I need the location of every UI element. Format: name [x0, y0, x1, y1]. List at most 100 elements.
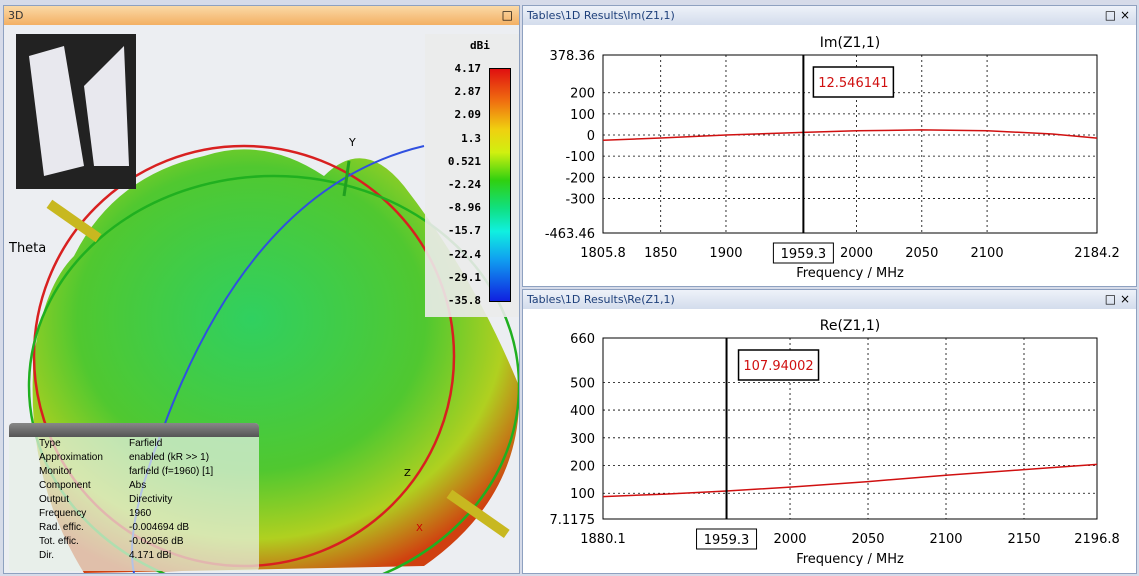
info-row: Tot. effic. -0.02056 dB [9, 535, 259, 549]
legend-tick: 0.521 [447, 154, 481, 168]
x-axis-label: Frequency / MHz [796, 552, 904, 567]
legend-tick: -35.8 [447, 294, 481, 307]
y-tick-label: -463.46 [545, 227, 595, 242]
x-tick-label: 2000 [840, 246, 873, 261]
info-value: -0.004694 dB [129, 522, 190, 533]
3d-panel-header: 3D □ [4, 6, 519, 25]
info-row: Component Abs [9, 479, 259, 493]
x-tick-label: 2050 [905, 246, 938, 261]
marker-value-box [737, 349, 820, 381]
y-tick-label: 100 [570, 108, 595, 123]
y-tick-label: 7.1175 [550, 513, 596, 528]
axis-probe-lower [446, 489, 510, 539]
legend-tick: 4.17 [454, 62, 482, 75]
maximize-button[interactable]: □ [1104, 292, 1117, 306]
info-value: farfield (f=1960) [1] [129, 466, 214, 477]
legend-tick: 2.87 [454, 85, 482, 99]
info-row: Approximation enabled (kR >> 1) [9, 451, 259, 465]
legend-unit: dBi [470, 39, 490, 52]
marker-value-label: 107.94002 [743, 359, 813, 374]
legend-tick: -29.1 [447, 270, 481, 284]
x-axis-label: X [416, 523, 423, 534]
z-axis-label: Z [404, 468, 411, 479]
3d-view-panel: 3D □ Y Theta Z X dBi 4.17 2.87 2.09 1.3 0.521… [3, 5, 520, 574]
info-key: Approximation [39, 452, 103, 463]
info-key: Frequency [39, 508, 87, 519]
equator-circle [27, 174, 519, 573]
data-curve [602, 463, 1098, 498]
data-curve [602, 129, 1098, 142]
y-axis-arrow [342, 160, 351, 197]
theta-label: Theta [8, 241, 46, 256]
im-z-chart[interactable]: Im(Z1,1) 378.36 200 100 0 -100 -200 -300 -463.46… [523, 26, 1136, 286]
info-key: Type [39, 438, 61, 449]
marker-value-box [812, 66, 895, 98]
marker-x-label: 1959.3 [704, 533, 750, 548]
marker-x-label: 1959.3 [781, 247, 827, 262]
info-key: Output [39, 494, 70, 505]
maximize-button[interactable]: □ [1104, 8, 1117, 22]
antenna-model [29, 46, 129, 176]
x-axis-label: Frequency / MHz [796, 266, 904, 281]
info-key: Component [39, 480, 91, 491]
legend-tick: 2.09 [454, 108, 482, 122]
info-value: Abs [129, 480, 147, 491]
legend-tick: -2.24 [447, 178, 481, 191]
x-tick-label: 2196.8 [1074, 532, 1120, 547]
info-row: Output Directivity [9, 493, 259, 507]
info-value: -0.02056 dB [129, 536, 184, 547]
y-axis-label: Y [348, 136, 356, 149]
y-tick-label: 200 [570, 87, 595, 102]
info-row: Rad. effic. -0.004694 dB [9, 521, 259, 535]
re-panel-header: Tables\1D Results\Re(Z1,1) □ × [523, 290, 1136, 309]
y-tick-label: -200 [565, 171, 595, 186]
y-tick-label: -300 [565, 192, 595, 207]
info-value: 1960 [129, 508, 152, 519]
info-value: enabled (kR >> 1) [129, 452, 210, 463]
info-key: Rad. effic. [39, 522, 84, 533]
plot-frame [602, 337, 1098, 520]
x-tick-label: 1900 [709, 246, 742, 261]
im-panel-header: Tables\1D Results\Im(Z1,1) □ × [523, 6, 1136, 25]
legend-tick: -15.7 [447, 224, 481, 238]
legend-tick: -22.4 [447, 247, 481, 261]
marker-x-box [772, 242, 834, 264]
x-tick-label: 2184.2 [1074, 246, 1120, 261]
panel-title: Tables\1D Results\Im(Z1,1) [527, 9, 675, 22]
y-tick-label: 300 [570, 432, 595, 447]
y-tick-label: 500 [570, 376, 595, 391]
info-row: Frequency 1960 [9, 507, 259, 521]
axis-probe-upper [46, 199, 102, 243]
re-z-panel: Tables\1D Results\Re(Z1,1) □ × Re(Z1,1) 66… [522, 289, 1137, 574]
close-button[interactable]: × [1119, 292, 1130, 306]
colorbar-legend: dBi 4.17 2.87 2.09 1.3 0.521 -2.24 -8.96 -15.7 -… [425, 34, 519, 317]
marker-value-label: 12.546141 [818, 76, 888, 91]
panel-title: Tables\1D Results\Re(Z1,1) [527, 293, 675, 306]
info-row: Monitor farfield (f=1960) [1] [9, 465, 259, 479]
y-tick-label: 660 [570, 332, 595, 347]
chart-title: Im(Z1,1) [820, 35, 881, 51]
colorbar [489, 68, 511, 302]
info-value: 4.171 dBi [129, 550, 172, 561]
info-value: Farfield [129, 438, 163, 449]
marker-x-box [696, 528, 758, 550]
farfield-info-box: Type Farfield Approximation enabled (kR >> … [9, 423, 259, 571]
x-tick-label: 2000 [773, 532, 806, 547]
im-z-panel: Tables\1D Results\Im(Z1,1) □ × Im(Z1,1) 37… [522, 5, 1137, 287]
info-key: Monitor [39, 466, 73, 477]
info-row: Dir. 4.171 dBi [9, 549, 259, 563]
panel-title: 3D [8, 9, 24, 22]
x-tick-label: 1880.1 [580, 532, 626, 547]
maximize-button[interactable]: □ [501, 8, 513, 22]
y-tick-label: 378.36 [550, 49, 596, 64]
legend-tick: 1.3 [461, 131, 481, 145]
re-z-chart[interactable]: Re(Z1,1) 660 500 400 300 200 100 7.1175 1880.1 20… [523, 310, 1136, 573]
legend-tick: -8.96 [447, 201, 481, 215]
y-tick-label: 200 [570, 460, 595, 475]
x-tick-label: 1850 [644, 246, 677, 261]
info-key: Tot. effic. [39, 536, 79, 547]
x-tick-label: 1805.8 [580, 246, 626, 261]
x-tick-label: 2100 [971, 246, 1004, 261]
y-tick-label: 0 [587, 129, 595, 144]
close-button[interactable]: × [1119, 8, 1130, 22]
